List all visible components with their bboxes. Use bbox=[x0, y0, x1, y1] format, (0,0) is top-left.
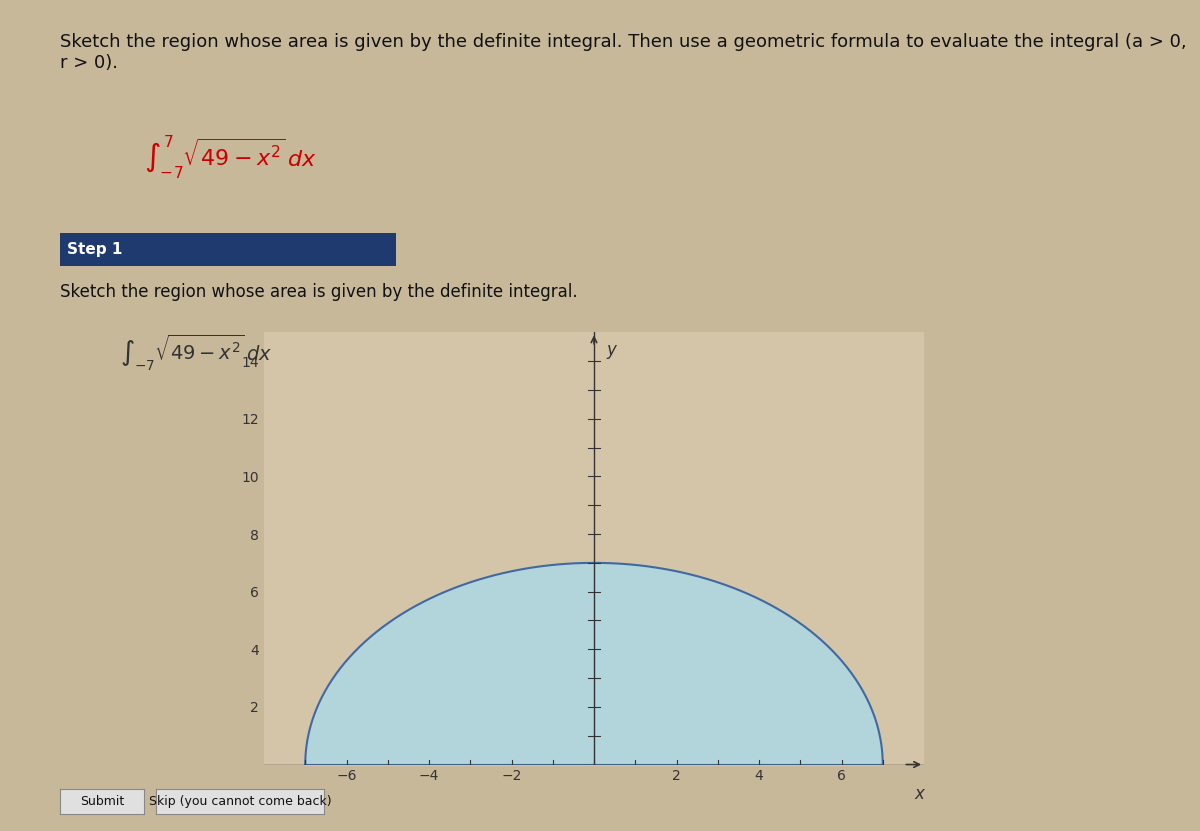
Text: Step 1: Step 1 bbox=[67, 242, 122, 257]
Text: $\int_{-7}^{7} \sqrt{49 - x^2}\, dx$: $\int_{-7}^{7} \sqrt{49 - x^2}\, dx$ bbox=[144, 133, 317, 181]
Text: Submit: Submit bbox=[80, 795, 124, 809]
Text: Sketch the region whose area is given by the definite integral.: Sketch the region whose area is given by… bbox=[60, 283, 577, 301]
Text: $\int_{-7}^{\ \ }\sqrt{49 - x^2}\, dx$: $\int_{-7}^{\ \ }\sqrt{49 - x^2}\, dx$ bbox=[120, 332, 272, 373]
Text: Skip (you cannot come back): Skip (you cannot come back) bbox=[149, 795, 331, 809]
Text: x: x bbox=[914, 784, 925, 803]
Text: y: y bbox=[606, 341, 617, 359]
Text: Sketch the region whose area is given by the definite integral. Then use a geome: Sketch the region whose area is given by… bbox=[60, 33, 1193, 72]
